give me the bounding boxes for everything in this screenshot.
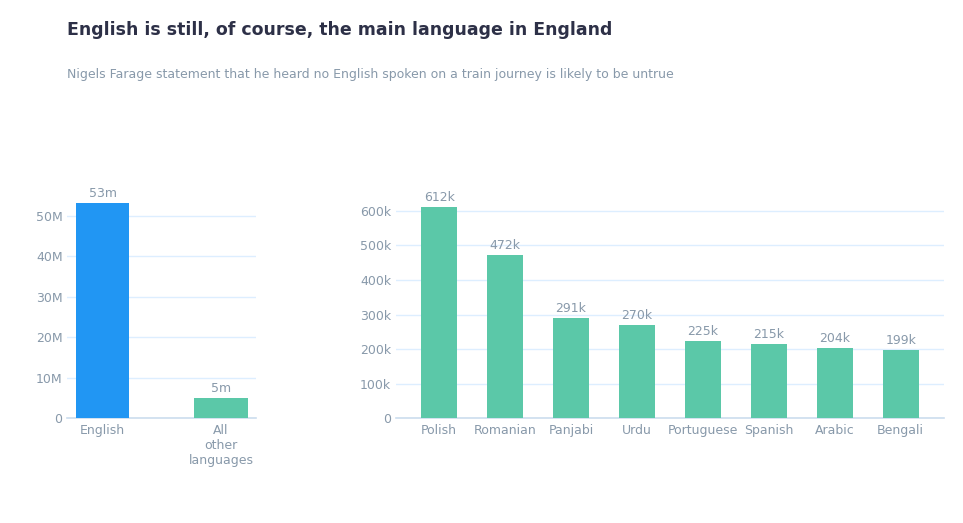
Text: 472k: 472k: [489, 239, 521, 252]
Bar: [751, 344, 787, 418]
Bar: [195, 398, 247, 418]
Text: 199k: 199k: [885, 334, 916, 347]
Bar: [882, 349, 919, 418]
Bar: [421, 207, 457, 418]
Text: 225k: 225k: [688, 325, 718, 338]
Text: English is still, of course, the main language in England: English is still, of course, the main la…: [67, 21, 612, 39]
Text: 204k: 204k: [820, 332, 850, 345]
Text: 270k: 270k: [621, 309, 653, 322]
Text: 5m: 5m: [211, 382, 231, 395]
Text: 291k: 291k: [556, 302, 586, 315]
Bar: [619, 325, 655, 418]
Bar: [817, 348, 853, 418]
Text: 215k: 215k: [753, 328, 784, 341]
Bar: [487, 255, 523, 418]
Bar: [553, 317, 589, 418]
Bar: [76, 203, 129, 418]
Text: Nigels Farage statement that he heard no English spoken on a train journey is li: Nigels Farage statement that he heard no…: [67, 68, 674, 81]
Bar: [685, 340, 721, 418]
Text: 612k: 612k: [424, 191, 455, 204]
Text: 53m: 53m: [89, 188, 117, 200]
